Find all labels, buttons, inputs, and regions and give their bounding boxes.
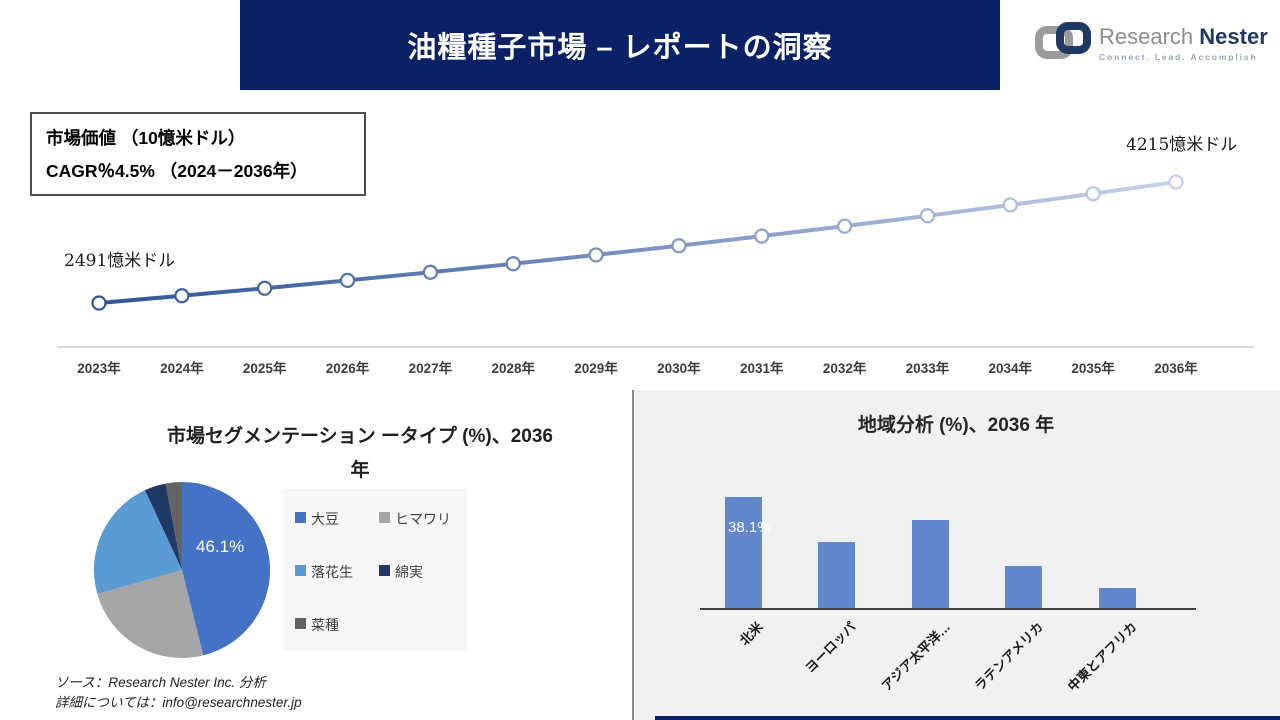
line-chart-axis <box>57 346 1254 348</box>
legend-label: ヒマワリ <box>395 511 451 527</box>
x-axis-label: 2031年 <box>739 361 784 376</box>
line-marker <box>339 272 356 289</box>
x-axis-label: 2023年 <box>77 361 121 376</box>
source-line: ソース：Research Nester Inc. 分析 <box>55 675 266 690</box>
legend-label: 落花生 <box>311 564 353 580</box>
x-axis-label: 2034年 <box>988 361 1033 376</box>
report-title-banner: 油糧種子市場 – レポートの洞察 <box>240 0 1000 90</box>
bar-1 <box>724 496 762 610</box>
line-marker <box>91 295 107 311</box>
legend-item: 落花生 <box>295 562 371 582</box>
pie-data-label: 46.1% <box>196 537 245 556</box>
bar-chart-axis <box>700 608 1196 610</box>
source-note: ソース：Research Nester Inc. 分析 詳細については：info… <box>55 673 302 713</box>
market-value-line-chart <box>91 174 1184 311</box>
logo-tagline: Connect. Lead. Accomplish <box>1099 52 1258 62</box>
legend-label: 菜種 <box>311 617 339 633</box>
market-value-line: 市場価値 （10憶米ドル） <box>46 128 246 148</box>
x-axis-label: 2033年 <box>905 361 950 376</box>
legend-swatch <box>379 565 390 576</box>
research-nester-logo: Research Nester Connect. Lead. Accomplis… <box>1033 18 1268 69</box>
line-marker <box>505 256 521 272</box>
x-axis-label: 2028年 <box>491 361 535 376</box>
legend-swatch <box>295 565 306 576</box>
line-marker <box>754 228 770 244</box>
line-marker <box>257 280 273 296</box>
line-end-value-label: 4215憶米ドル <box>1126 135 1238 155</box>
line-marker <box>1002 197 1018 213</box>
market-value-box: 市場価値 （10憶米ドル） CAGR％4.5% （2024－2036年） <box>30 112 366 196</box>
bottom-accent-strip <box>655 716 1280 720</box>
pie-slice-2 <box>97 570 204 659</box>
bar-2 <box>818 541 855 610</box>
bar-4 <box>1005 565 1042 610</box>
logo-brand-name: Research Nester <box>1099 24 1268 49</box>
x-axis-label: 2026年 <box>325 361 370 376</box>
line-marker <box>1085 186 1101 202</box>
x-axis-label: 2029年 <box>574 361 618 376</box>
legend-swatch <box>379 512 390 523</box>
segmentation-pie-chart <box>93 481 271 659</box>
line-marker <box>588 247 604 263</box>
legend-item: ヒマワリ <box>379 509 455 529</box>
legend-item: 菜種 <box>295 615 371 635</box>
legend-label: 大豆 <box>311 511 339 527</box>
line-marker <box>671 238 687 254</box>
pie-slice-5 <box>165 482 182 570</box>
legend-swatch <box>295 618 306 629</box>
line-series <box>97 180 1178 305</box>
bar-5 <box>1098 588 1136 610</box>
legend-item: 綿実 <box>379 562 455 582</box>
x-axis-label: 2032年 <box>822 361 867 376</box>
bar-3 <box>911 520 949 610</box>
x-axis-label: 2024年 <box>160 361 204 376</box>
bar-data-label: 38.1% <box>728 519 771 536</box>
legend-label: 綿実 <box>395 564 423 580</box>
pie-slice-1 <box>182 481 271 656</box>
x-axis-label: 2025年 <box>242 361 287 376</box>
pie-slice-3 <box>93 490 182 594</box>
bar-chart-title: 地域分析 (%)、2036 年 <box>857 415 1055 436</box>
line-start-value-label: 2491憶米ドル <box>64 251 176 271</box>
pie-slice-4 <box>145 483 182 570</box>
cagr-line: CAGR％4.5% （2024－2036年） <box>46 161 308 181</box>
pie-legend: 大豆 ヒマワリ落花生 綿実菜種 <box>283 489 467 651</box>
legend-item: 大豆 <box>295 509 371 529</box>
page-title: 油糧種子市場 – レポートの洞察 <box>407 32 833 64</box>
x-axis-label: 2036年 <box>1154 361 1198 376</box>
legend-swatch <box>295 512 306 523</box>
contact-line: 詳細については：info@researchnester.jp <box>55 695 302 710</box>
x-axis-label: 2030年 <box>657 361 701 376</box>
line-marker <box>919 208 936 224</box>
x-axis-label: 2035年 <box>1071 361 1115 376</box>
line-marker <box>422 264 438 280</box>
line-marker <box>1168 174 1184 190</box>
line-marker <box>837 218 853 234</box>
line-marker <box>174 288 190 304</box>
pie-chart-title: 市場セグメンテーション ータイプ (%)、2036 年 <box>167 426 553 481</box>
chain-links-icon <box>1033 18 1091 69</box>
x-axis-label: 2027年 <box>408 361 453 376</box>
